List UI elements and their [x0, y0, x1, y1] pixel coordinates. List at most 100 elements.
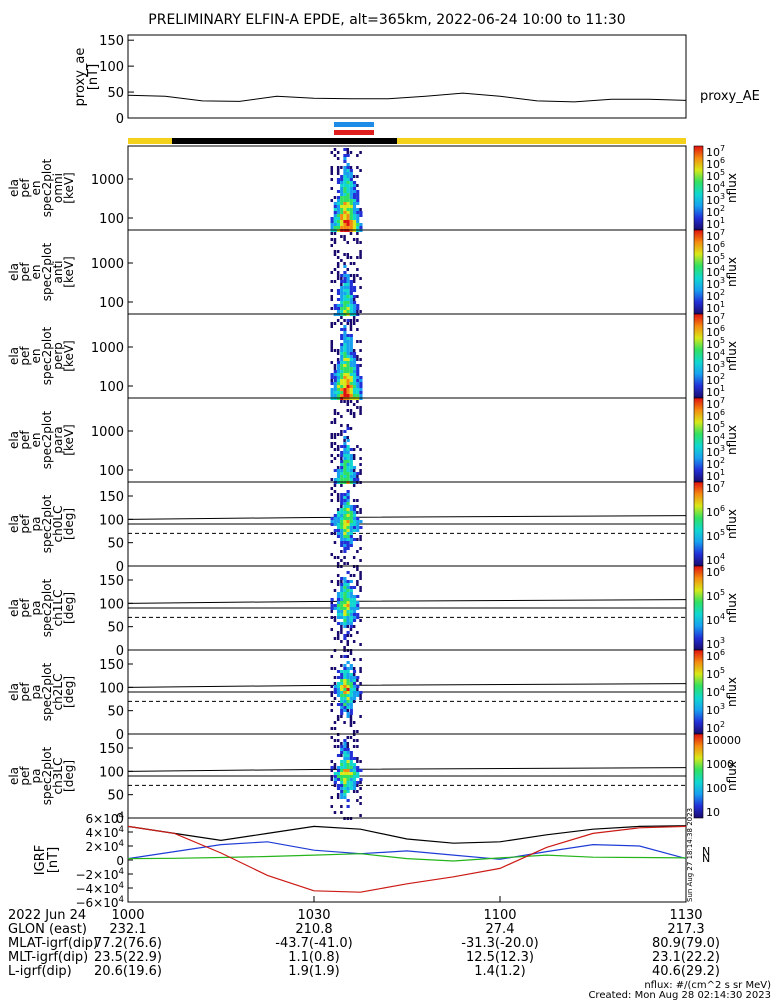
spectrogram-cell: [330, 199, 334, 202]
spectrogram-cell: [352, 394, 357, 397]
spectrogram-cell: [356, 499, 359, 502]
spectrogram-cell: [346, 355, 350, 358]
spectrogram-cell: [356, 781, 360, 784]
spectrogram-cell: [336, 529, 341, 532]
spectrogram-cell: [356, 730, 359, 733]
spectrogram-cell: [330, 322, 334, 325]
spectrogram-cell: [359, 208, 362, 211]
panel-ylabel-line: [keV]: [62, 340, 76, 371]
spectrogram-cell: [333, 208, 337, 211]
spectrogram-cell: [352, 370, 357, 373]
spectrogram-cell: [336, 379, 341, 382]
spectrogram-cell: [352, 457, 356, 460]
spectrogram-cell: [340, 550, 343, 553]
spectrogram-cell: [343, 199, 347, 202]
spectrogram-cell: [336, 226, 341, 229]
spectrogram-cell: [349, 541, 353, 544]
spectrogram-cell: [336, 172, 340, 175]
spectrogram-cell: [333, 727, 337, 730]
spectrogram-cell: [346, 505, 350, 508]
spectrogram-cell: [352, 415, 356, 418]
spectrogram-cell: [343, 394, 347, 397]
spectrogram-cell: [333, 532, 337, 535]
spectrogram-cell: [340, 601, 344, 604]
panel-en-perp: 1000100elapefenspec2plotperp[keV]1071061…: [7, 312, 739, 400]
spectrogram-cell: [340, 775, 344, 778]
spectrogram-cell: [343, 265, 347, 268]
spectrogram-cell: [336, 754, 341, 757]
spectrogram-cell: [346, 541, 350, 544]
spectrogram-cell: [356, 226, 360, 229]
colorbar-label: nflux: [725, 341, 739, 371]
spectrogram-cell: [343, 379, 347, 382]
xaxis-date: 2022 Jun 24: [8, 908, 86, 923]
spectrogram-cell: [346, 253, 350, 256]
spectrogram-cell: [352, 730, 356, 733]
spectrogram-cell: [352, 190, 357, 193]
spectrogram-cell: [356, 526, 360, 529]
spectrogram-cell: [343, 577, 347, 580]
spectrogram-cell: [340, 220, 344, 223]
spectrogram-cell: [352, 556, 356, 559]
spectrogram-cell: [340, 673, 344, 676]
spectrogram-cell: [352, 613, 357, 616]
spectrogram-cell: [359, 463, 362, 466]
spectrogram-cell: [346, 457, 350, 460]
spectrogram-cell: [340, 316, 343, 319]
spectrogram-cell: [336, 517, 341, 520]
spectrogram-cell: [349, 319, 353, 322]
spectrogram-cell: [336, 181, 341, 184]
spectrogram-cell: [343, 754, 347, 757]
spectrogram-cell: [356, 166, 359, 169]
spectrogram-cell: [340, 607, 344, 610]
spectrogram-cell: [343, 253, 346, 256]
panel-ylabel-line: para: [51, 426, 65, 453]
spectrogram-cell: [356, 607, 360, 610]
spectrogram-cell: [336, 394, 341, 397]
spectrogram-cell: [336, 190, 341, 193]
colorbar-label: nflux: [725, 761, 739, 791]
spectrogram-cell: [346, 256, 350, 259]
panel-ylabel-line: [deg]: [62, 760, 76, 792]
spectrogram-cell: [349, 232, 353, 235]
colorbar-tick-label: 105: [706, 528, 725, 543]
xaxis-row-value: 23.5(22.9): [94, 950, 162, 965]
colorbar-tick-label: 105: [706, 168, 725, 183]
spectrogram-cell: [336, 607, 341, 610]
panel-frame: [127, 145, 687, 231]
spectrogram-cell: [330, 796, 334, 799]
spectrogram-cell: [346, 211, 350, 214]
spectrogram-cell: [349, 673, 353, 676]
colorbar: [693, 649, 704, 735]
colorbar-tick-label: 101: [706, 468, 725, 483]
spectrogram-cell: [352, 286, 357, 289]
spectrogram-cell: [336, 718, 340, 721]
spectrogram-cell: [340, 697, 344, 700]
colorbar-tick-label: 104: [706, 180, 725, 195]
spectrogram-cell: [356, 757, 359, 760]
panel-ylabel-line: [deg]: [62, 676, 76, 708]
spectrogram-cell: [356, 520, 360, 523]
spectrogram-cell: [330, 460, 334, 463]
spectrogram-cell: [333, 523, 337, 526]
spectrogram-cell: [349, 667, 353, 670]
spectrogram-cell: [340, 217, 344, 220]
spectrogram-cell: [359, 394, 363, 397]
spectrogram-cell: [352, 322, 356, 325]
spectrogram-cell: [330, 382, 334, 385]
spectrogram-cell: [349, 679, 353, 682]
spectrogram-cell: [346, 187, 350, 190]
spectrogram-cell: [333, 280, 337, 283]
igrf-ytick-label: 6×104: [86, 811, 124, 826]
spectrogram-cell: [352, 379, 357, 382]
panel-ylabel-line: spec2plot: [40, 326, 54, 385]
spectrogram-cell: [359, 253, 362, 256]
spectrogram-cell: [336, 151, 340, 154]
spectrogram-cell: [340, 475, 344, 478]
spectrogram-cell: [343, 781, 347, 784]
spectrogram-cell: [336, 511, 341, 514]
spectrogram-cell: [340, 277, 343, 280]
spectrogram-cell: [346, 466, 350, 469]
spectrogram-cell: [359, 250, 362, 253]
spectrogram-cell: [349, 208, 353, 211]
